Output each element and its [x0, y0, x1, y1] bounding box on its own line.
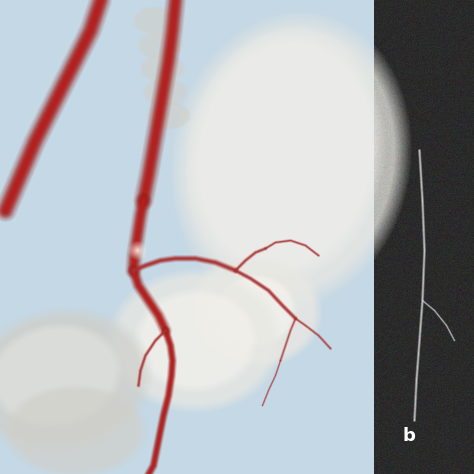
Text: b: b: [402, 427, 415, 445]
